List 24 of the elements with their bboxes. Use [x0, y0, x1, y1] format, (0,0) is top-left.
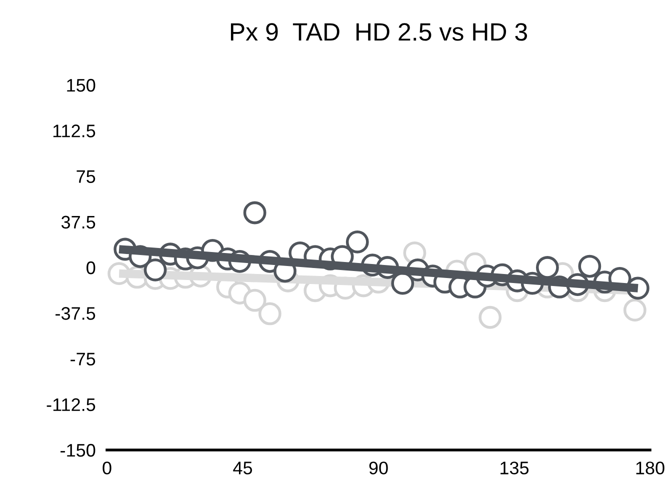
y-tick-label: 75 — [76, 170, 96, 183]
x-tick-label: 135 — [500, 462, 529, 474]
y-tick-label: -75 — [70, 352, 96, 366]
x-tick-label: 180 — [636, 462, 664, 474]
y-tick-label: 150 — [67, 78, 96, 92]
y-tick-label: 112.5 — [53, 124, 96, 138]
y-tick-label: 0 — [86, 261, 96, 274]
point — [536, 256, 559, 279]
point — [478, 306, 502, 329]
y-tick-label: 37.5 — [61, 216, 96, 229]
y-tick-label: -37.5 — [56, 307, 96, 320]
point — [346, 230, 369, 254]
y-tick-label: -112.5 — [46, 398, 96, 412]
point — [243, 288, 266, 312]
chart-title: Px 9 TAD HD 2.5 vs HD 3 — [230, 23, 527, 41]
point — [623, 298, 646, 322]
x-tick-label: 90 — [369, 462, 388, 474]
point — [144, 258, 167, 282]
point — [578, 254, 602, 278]
x-tick-label: 0 — [102, 462, 112, 474]
point — [243, 201, 266, 224]
x-tick-label: 45 — [233, 462, 252, 474]
point — [258, 302, 282, 326]
y-tick-label: -150 — [60, 444, 96, 457]
